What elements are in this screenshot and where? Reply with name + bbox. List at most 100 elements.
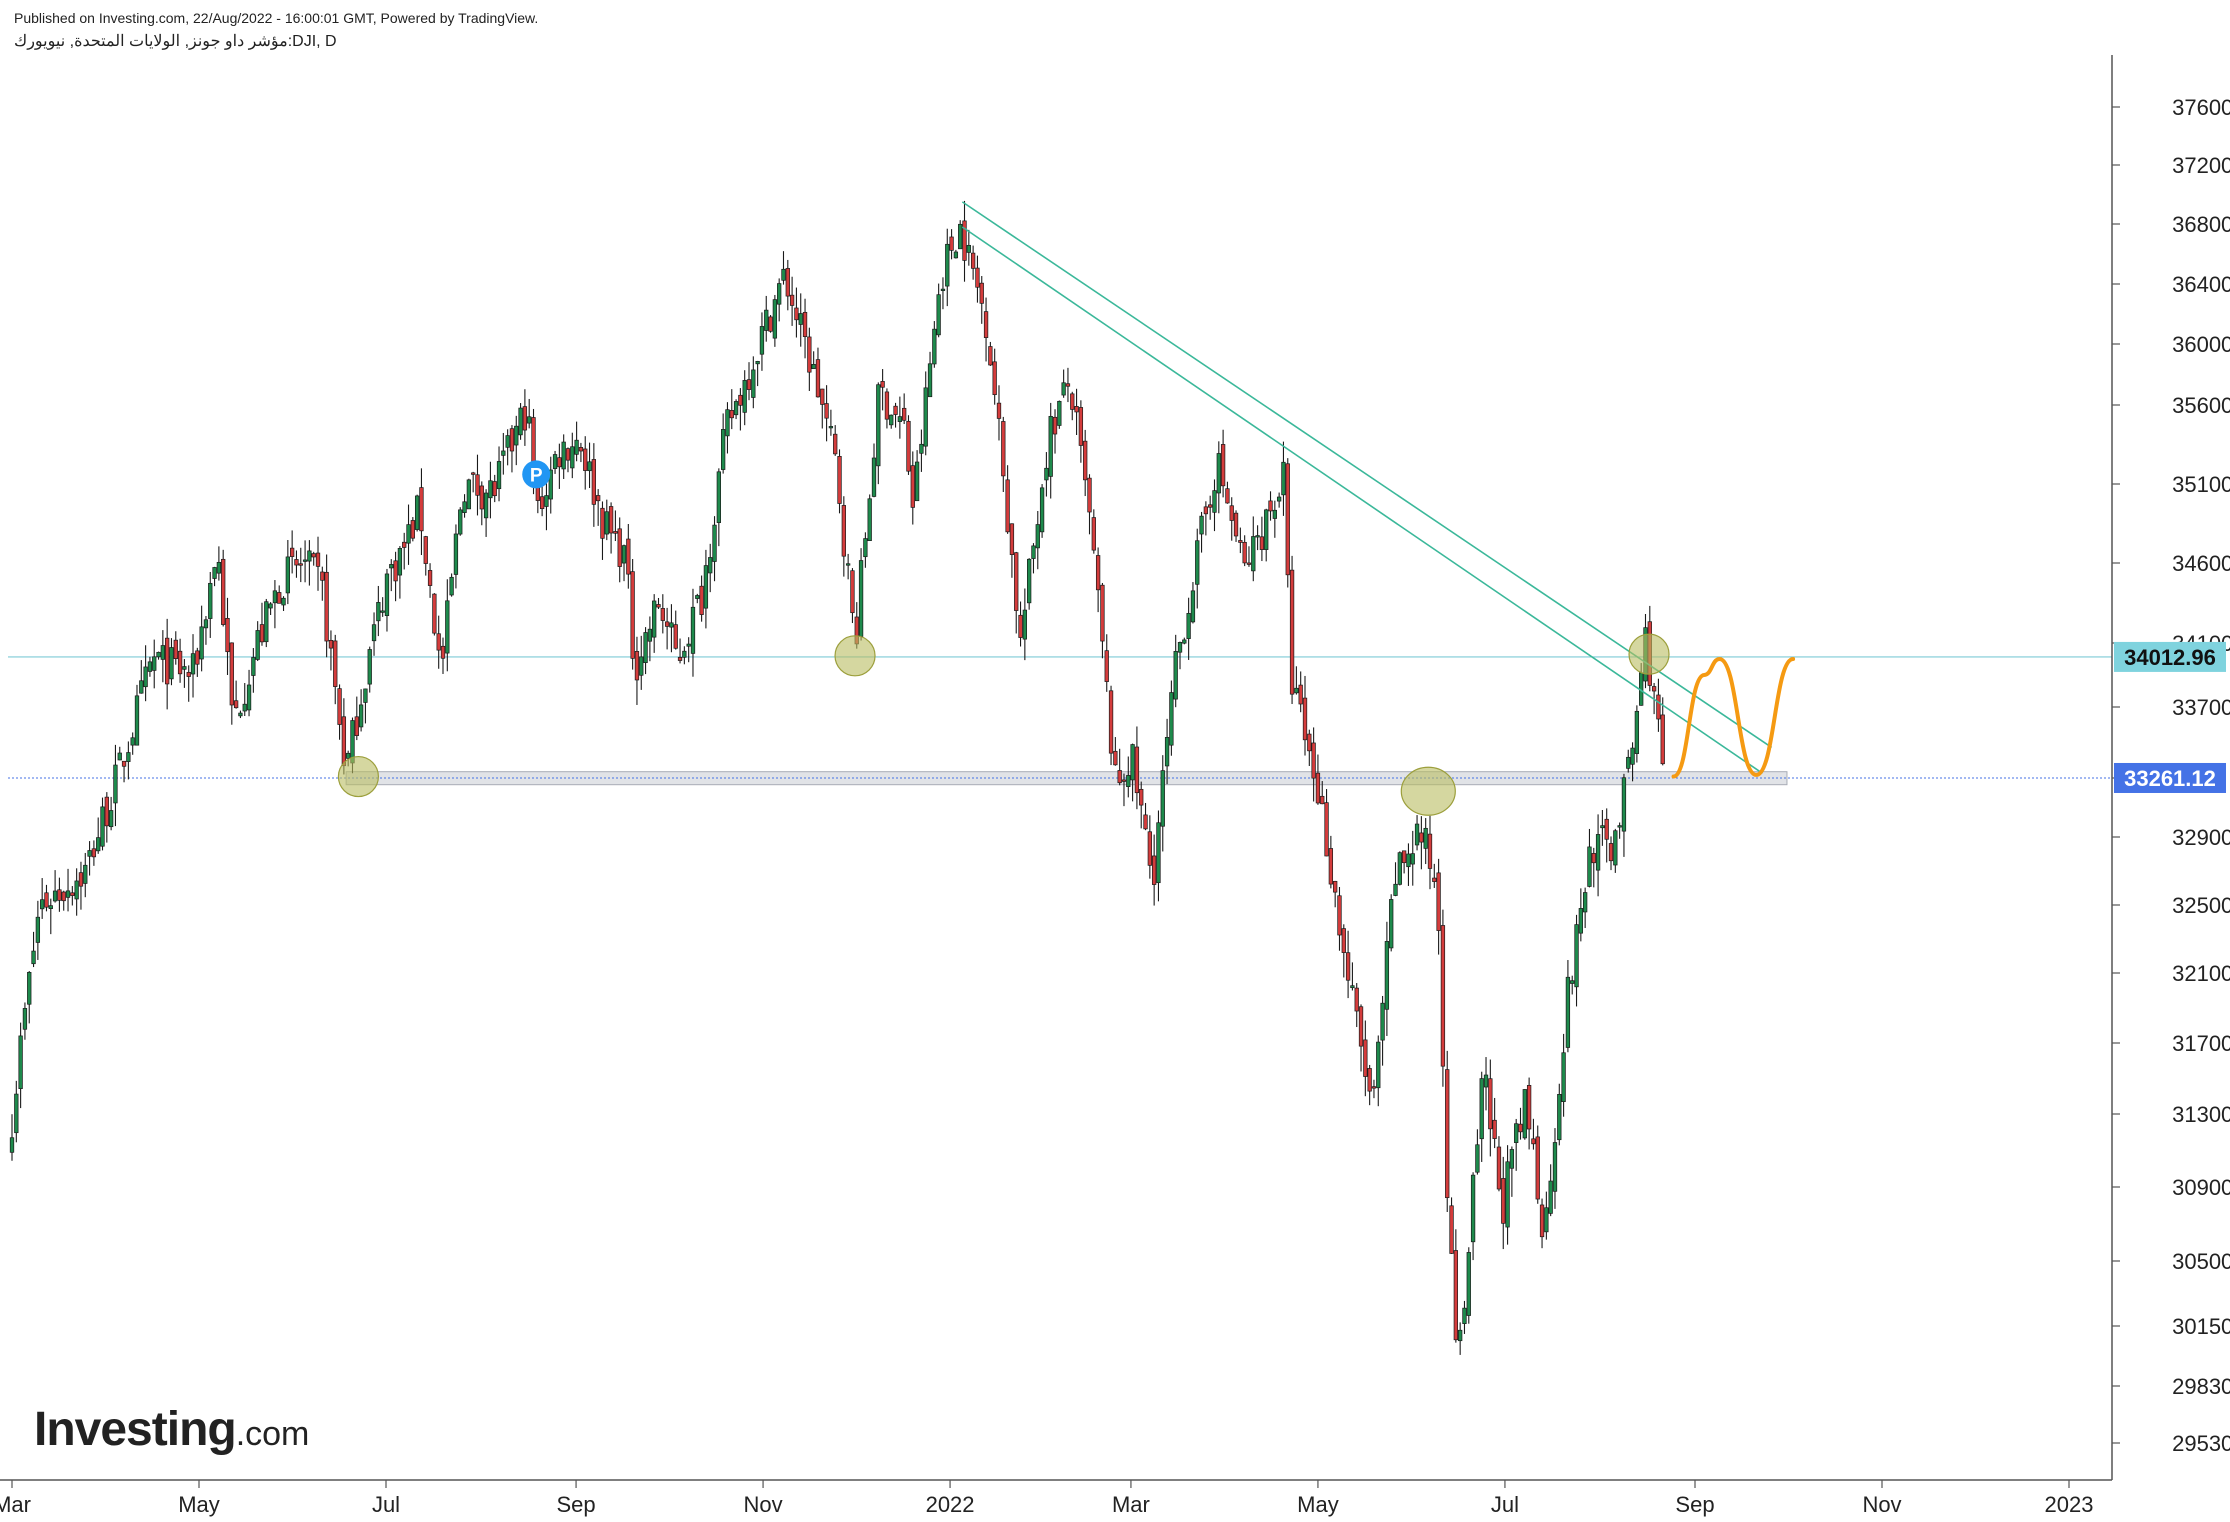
candle-body-294 xyxy=(1276,496,1282,502)
candle-body-245 xyxy=(1065,383,1071,387)
candle-body-28 xyxy=(130,737,135,746)
candle-body-308 xyxy=(1337,895,1342,936)
candle-body-381 xyxy=(1651,686,1657,692)
candle-body-49 xyxy=(221,558,226,625)
candle-body-197 xyxy=(858,560,864,637)
pivot-marker-label: P xyxy=(530,465,543,486)
candle-body-7 xyxy=(40,899,45,910)
candle-body-307 xyxy=(1333,880,1338,893)
candle-body-114 xyxy=(501,450,506,456)
candle-body-205 xyxy=(893,405,898,415)
candle-body-141 xyxy=(617,528,622,567)
candle-body-278 xyxy=(1208,504,1213,508)
candle-body-204 xyxy=(889,414,894,426)
candle-body-151 xyxy=(660,608,665,621)
candle-body-188 xyxy=(820,388,825,405)
candle-body-172 xyxy=(751,369,756,398)
candle-body-219 xyxy=(953,251,959,259)
candle-body-267 xyxy=(1160,770,1165,827)
candle-body-10 xyxy=(52,890,58,902)
candle-body-252 xyxy=(1095,555,1101,591)
candle-body-262 xyxy=(1139,788,1144,806)
candle-body-166 xyxy=(725,409,730,437)
candle-body-109 xyxy=(479,485,484,510)
horizontal-lines-layer xyxy=(8,656,2112,779)
candle-body-26 xyxy=(121,760,127,767)
x-tick-label-6: Mar xyxy=(1112,1492,1150,1517)
candle-body-382 xyxy=(1656,694,1661,720)
candle-body-185 xyxy=(807,336,812,373)
investing-logo[interactable]: Investing.com xyxy=(34,1402,309,1457)
support-zone xyxy=(345,771,1788,786)
candle-body-297 xyxy=(1289,569,1295,695)
candle-body-17 xyxy=(83,864,88,884)
candle-body-201 xyxy=(876,384,881,467)
candle-body-70 xyxy=(311,553,316,558)
candle-body-50 xyxy=(225,618,230,653)
candle-body-275 xyxy=(1195,540,1200,585)
candle-body-225 xyxy=(979,282,984,304)
candle-body-344 xyxy=(1492,1119,1497,1139)
candle-body-330 xyxy=(1432,877,1437,882)
candle-body-150 xyxy=(656,604,661,608)
candle-body-101 xyxy=(445,600,450,654)
candle-body-213 xyxy=(927,363,933,398)
candle-body-155 xyxy=(677,656,683,661)
candle-body-83 xyxy=(367,649,372,685)
candle-body-123 xyxy=(539,496,545,510)
y-tick-label-6: 35100.00 xyxy=(2172,472,2230,497)
x-tick-label-2: Jul xyxy=(372,1492,400,1517)
candle-body-372 xyxy=(1613,830,1618,866)
candle-body-119 xyxy=(522,406,528,431)
candle-body-346 xyxy=(1501,1178,1506,1224)
candle-body-315 xyxy=(1367,1068,1372,1092)
candle-body-209 xyxy=(910,465,915,508)
candle-body-251 xyxy=(1091,517,1096,551)
candle-body-309 xyxy=(1341,928,1346,953)
candle-body-289 xyxy=(1255,535,1260,538)
candle-body-128 xyxy=(561,441,566,470)
candle-body-327 xyxy=(1419,832,1424,843)
candle-body-118 xyxy=(518,407,523,436)
pivot-marker[interactable]: P xyxy=(522,460,551,489)
candle-body-293 xyxy=(1272,509,1277,519)
candle-body-18 xyxy=(87,850,92,857)
published-caption: Published on Investing.com, 22/Aug/2022 … xyxy=(14,10,539,26)
candle-body-351 xyxy=(1522,1089,1527,1139)
candle-body-113 xyxy=(496,461,502,490)
candle-body-361 xyxy=(1565,976,1571,1048)
logo-main-text: Investing xyxy=(34,1403,237,1456)
candle-body-6 xyxy=(35,916,41,943)
candle-body-266 xyxy=(1156,822,1161,884)
candle-body-256 xyxy=(1113,750,1118,766)
candle-body-375 xyxy=(1626,756,1631,769)
candle-body-212 xyxy=(923,387,928,447)
candle-body-65 xyxy=(290,547,295,557)
candle-body-362 xyxy=(1570,980,1575,984)
candle-body-367 xyxy=(1591,853,1596,864)
candle-body-304 xyxy=(1320,795,1325,805)
candle-body-365 xyxy=(1582,892,1588,913)
projection-path xyxy=(1671,656,1796,779)
candle-body-110 xyxy=(483,492,489,519)
y-tick-label-18: 30150.00 xyxy=(2172,1314,2230,1339)
candle-body-41 xyxy=(186,671,191,677)
highlight-circle-2 xyxy=(1400,766,1456,816)
symbol-caption: مؤشر داو جونز, الولايات المتحدة, نيويورك… xyxy=(14,33,337,50)
candle-body-169 xyxy=(738,394,743,406)
candle-body-107 xyxy=(471,472,476,475)
candle-body-23 xyxy=(108,810,114,828)
candle-body-273 xyxy=(1186,613,1191,639)
candle-body-235 xyxy=(1022,609,1027,640)
candle-body-180 xyxy=(785,268,790,297)
candle-body-287 xyxy=(1246,562,1252,565)
candle-body-255 xyxy=(1108,690,1114,754)
candle-body-318 xyxy=(1380,1002,1385,1041)
candle-body-48 xyxy=(216,561,222,574)
candle-body-373 xyxy=(1617,825,1622,828)
candle-body-85 xyxy=(376,602,381,622)
y-tick-label-4: 36000.00 xyxy=(2172,332,2230,357)
candle-body-90 xyxy=(397,548,403,576)
candle-body-298 xyxy=(1294,687,1299,694)
candle-body-320 xyxy=(1389,899,1394,949)
